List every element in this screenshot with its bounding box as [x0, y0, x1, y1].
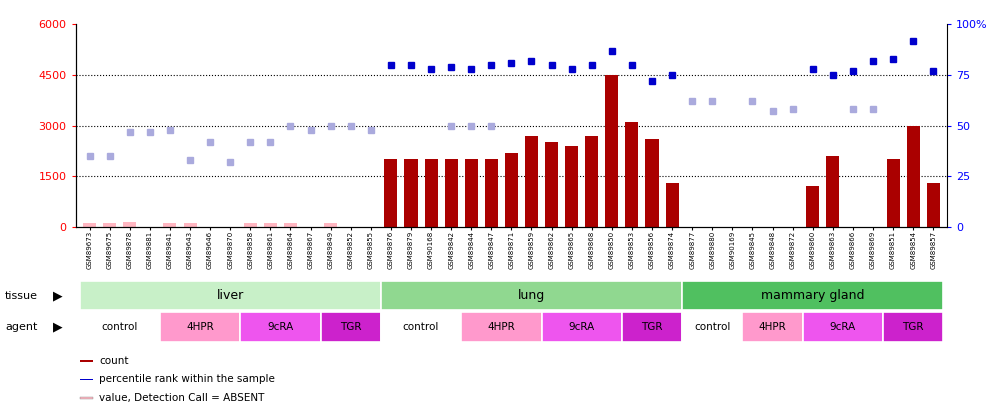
Bar	[682, 281, 943, 310]
Text: TGR: TGR	[340, 322, 362, 332]
Bar	[444, 159, 457, 227]
Bar	[80, 281, 381, 310]
Bar	[883, 312, 943, 342]
Bar	[424, 159, 437, 227]
Bar	[605, 75, 618, 227]
Text: 4HPR: 4HPR	[758, 322, 786, 332]
Bar	[505, 153, 518, 227]
Text: mammary gland: mammary gland	[761, 289, 865, 302]
Bar	[405, 159, 417, 227]
Bar	[465, 159, 478, 227]
Text: ▶: ▶	[53, 289, 63, 302]
Bar	[542, 312, 622, 342]
Text: percentile rank within the sample: percentile rank within the sample	[99, 374, 275, 384]
Bar	[545, 143, 558, 227]
Text: 4HPR: 4HPR	[487, 322, 515, 332]
Bar	[645, 139, 659, 227]
Text: 4HPR: 4HPR	[186, 322, 214, 332]
Bar	[241, 312, 321, 342]
Bar	[80, 312, 160, 342]
Bar	[887, 159, 900, 227]
Bar	[622, 312, 682, 342]
Bar	[263, 224, 277, 227]
Bar	[324, 224, 337, 227]
Bar	[284, 224, 297, 227]
Text: tissue: tissue	[5, 291, 38, 301]
Bar	[666, 183, 679, 227]
Text: agent: agent	[5, 322, 38, 332]
Bar	[625, 122, 638, 227]
Text: ▶: ▶	[53, 320, 63, 334]
Text: liver: liver	[217, 289, 244, 302]
Text: lung: lung	[518, 289, 545, 302]
Bar	[907, 126, 919, 227]
Bar	[103, 224, 116, 227]
Bar	[826, 156, 839, 227]
Text: 9cRA: 9cRA	[830, 322, 856, 332]
Bar	[80, 397, 93, 399]
Text: 9cRA: 9cRA	[569, 322, 594, 332]
Text: control: control	[694, 322, 731, 332]
Text: TGR: TGR	[641, 322, 663, 332]
Bar	[525, 136, 538, 227]
Bar	[566, 146, 579, 227]
Text: control: control	[403, 322, 439, 332]
Bar	[743, 312, 803, 342]
Bar	[803, 312, 883, 342]
Bar	[806, 186, 819, 227]
Bar	[184, 224, 197, 227]
Text: TGR: TGR	[903, 322, 923, 332]
Bar	[682, 312, 743, 342]
Bar	[381, 312, 461, 342]
Bar	[80, 360, 93, 362]
Bar	[160, 312, 241, 342]
Bar	[80, 379, 93, 380]
Bar	[381, 281, 682, 310]
Text: control: control	[101, 322, 138, 332]
Text: count: count	[99, 356, 128, 366]
Bar	[123, 222, 136, 227]
Bar	[485, 159, 498, 227]
Text: value, Detection Call = ABSENT: value, Detection Call = ABSENT	[99, 392, 264, 403]
Bar	[461, 312, 542, 342]
Text: 9cRA: 9cRA	[267, 322, 293, 332]
Bar	[926, 183, 939, 227]
Bar	[585, 136, 598, 227]
Bar	[163, 224, 177, 227]
Bar	[83, 224, 96, 227]
Bar	[244, 224, 256, 227]
Bar	[385, 159, 398, 227]
Bar	[321, 312, 381, 342]
